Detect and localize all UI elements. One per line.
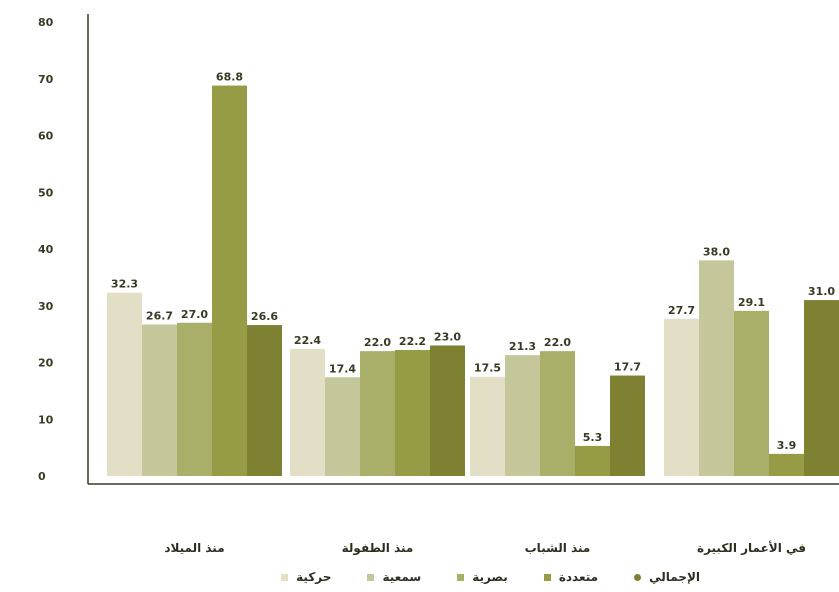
bar [360,351,395,476]
y-tick-label: 80 [38,16,54,29]
y-tick-label: 70 [38,73,54,86]
bar [734,310,769,476]
bar [290,348,325,476]
legend: الإجمالي متعددة بصرية سمعية حركية [180,566,700,588]
category-label: في الأعمار الكبيرة [697,540,806,555]
data-label: 21.3 [509,340,536,353]
y-tick-label: 60 [38,130,54,143]
y-tick-labels: 0 10 20 30 40 50 60 70 80 [38,16,54,483]
data-label: 22.2 [399,335,426,348]
bar [699,260,734,476]
bar [769,453,804,476]
data-label: 29.1 [738,296,765,309]
data-label: 5.3 [583,431,603,444]
bar [325,377,360,476]
bar [212,85,247,476]
category-label: منذ الميلاد [164,541,224,555]
legend-label: بصرية [472,570,508,584]
bar [664,318,699,476]
data-label: 31.0 [808,285,835,298]
data-label: 23.0 [434,330,461,343]
category-label: منذ الطفولة [342,541,414,556]
legend-item: متعددة [543,570,599,584]
bar [142,324,177,476]
y-tick-label: 30 [38,300,54,313]
category-label: منذ الشباب [525,541,591,555]
bar [395,350,430,476]
y-tick-label: 20 [38,357,54,370]
legend-swatch [281,573,289,581]
bar [107,292,142,476]
legend-label: حركية [296,570,332,584]
bar [247,325,282,476]
data-label: 17.7 [614,361,641,374]
data-label: 26.7 [146,309,173,322]
data-label: 17.4 [329,362,356,375]
legend-item: الإجمالي [634,570,700,584]
data-label: 17.5 [474,362,501,375]
data-label: 3.9 [777,439,797,452]
data-label: 38.0 [703,245,730,258]
data-label: 22.0 [364,336,391,349]
legend-item: سمعية [367,570,421,584]
legend-swatch [634,573,642,581]
data-label: 27.0 [181,308,208,321]
bar [610,375,645,476]
legend-item: حركية [281,570,331,584]
bar [470,376,505,476]
legend-swatch [367,573,375,581]
data-label: 68.8 [216,71,243,84]
data-label: 22.4 [294,334,321,347]
bar [575,445,610,476]
legend-label: الإجمالي [649,570,700,584]
bar [177,322,212,476]
y-tick-label: 40 [38,243,54,256]
data-label: 27.7 [668,304,695,317]
data-labels: 31.0 3.9 29.1 38.0 27.7 17.7 5.3 22.0 21.3 17.5 23… [111,71,835,452]
bar [804,300,839,476]
legend-swatch [457,573,465,581]
bar [430,345,465,476]
legend-label: متعددة [558,570,599,584]
data-label: 26.6 [251,310,278,323]
bar [540,351,575,476]
legend-label: سمعية [382,570,422,584]
y-tick-label: 50 [38,186,54,199]
y-tick-label: 0 [38,470,46,483]
legend-item: بصرية [457,570,508,584]
bar [505,355,540,476]
data-label: 32.3 [111,278,138,291]
y-tick-label: 10 [38,413,54,426]
bars [107,85,839,476]
category-labels: في الأعمار الكبيرة منذ الشباب منذ الطفولة م… [164,540,806,556]
legend-swatch [543,573,551,581]
data-label: 22.0 [544,336,571,349]
